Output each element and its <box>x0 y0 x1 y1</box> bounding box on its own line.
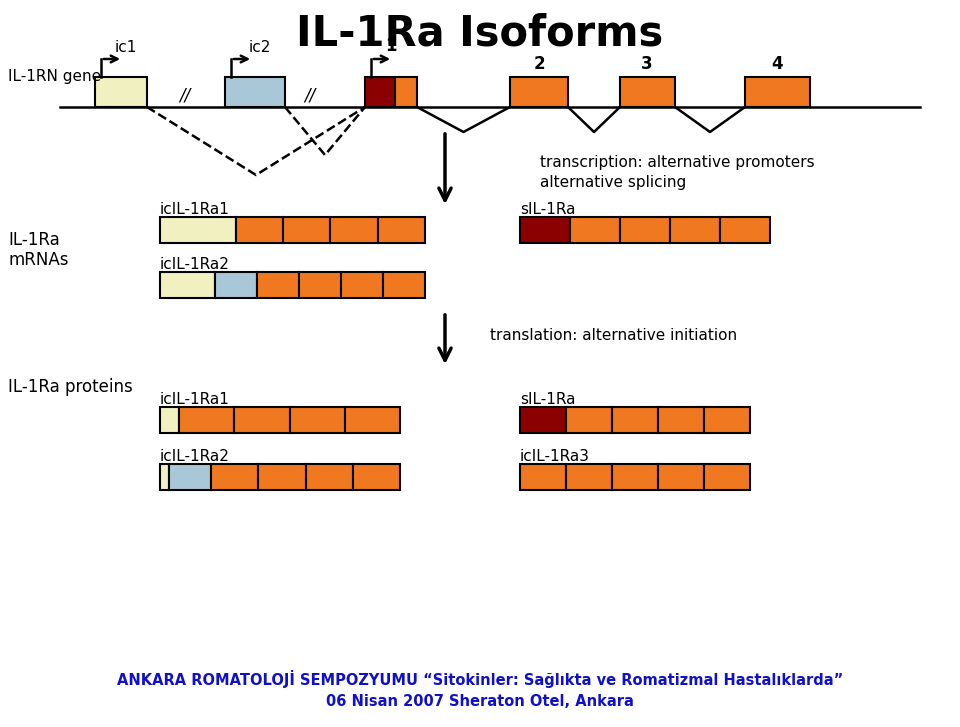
Bar <box>520 464 566 490</box>
Bar <box>256 272 299 298</box>
Bar <box>299 272 341 298</box>
Bar <box>215 272 256 298</box>
Bar <box>341 272 383 298</box>
Bar <box>377 217 425 243</box>
Bar <box>720 217 770 243</box>
Text: ANKARA ROMATOLOJİ SEMPOZYUMU “Sitokinler: Sağlıkta ve Romatizmal Hastalıklarda”: ANKARA ROMATOLOJİ SEMPOZYUMU “Sitokinler… <box>117 670 843 688</box>
Text: 2: 2 <box>533 55 545 73</box>
Bar <box>570 217 620 243</box>
Bar <box>365 77 395 107</box>
Bar <box>612 407 658 433</box>
Text: icIL-1Ra1: icIL-1Ra1 <box>160 392 229 407</box>
Bar <box>180 407 234 433</box>
Bar <box>160 464 169 490</box>
Text: translation: alternative initiation: translation: alternative initiation <box>490 327 737 342</box>
Bar <box>95 77 147 107</box>
Bar <box>258 464 305 490</box>
Bar <box>520 407 566 433</box>
Text: icIL-1Ra3: icIL-1Ra3 <box>520 449 590 464</box>
Bar <box>620 77 675 107</box>
Bar <box>330 217 377 243</box>
Text: icIL-1Ra2: icIL-1Ra2 <box>160 449 229 464</box>
Bar <box>236 217 283 243</box>
Bar <box>160 407 180 433</box>
Bar <box>345 407 400 433</box>
Text: //: // <box>180 87 191 105</box>
Bar <box>352 464 400 490</box>
Text: ic1: ic1 <box>115 40 137 55</box>
Text: 1: 1 <box>385 37 396 55</box>
Text: IL-1Ra proteins: IL-1Ra proteins <box>8 378 132 396</box>
Bar <box>520 217 570 243</box>
Text: IL-1Ra Isoforms: IL-1Ra Isoforms <box>297 12 663 54</box>
Bar <box>620 217 670 243</box>
Bar <box>566 464 612 490</box>
Bar <box>160 272 215 298</box>
Bar <box>658 407 704 433</box>
Bar <box>745 77 810 107</box>
Text: 4: 4 <box>771 55 782 73</box>
Text: alternative splicing: alternative splicing <box>540 175 686 190</box>
Text: //: // <box>304 87 316 105</box>
Bar <box>612 464 658 490</box>
Text: 3: 3 <box>641 55 653 73</box>
Text: IL-1RN gene: IL-1RN gene <box>8 70 101 84</box>
Text: ic2: ic2 <box>249 40 271 55</box>
Bar <box>290 407 345 433</box>
Text: 06 Nisan 2007 Sheraton Otel, Ankara: 06 Nisan 2007 Sheraton Otel, Ankara <box>326 694 634 709</box>
Bar <box>234 407 290 433</box>
Text: icIL-1Ra1: icIL-1Ra1 <box>160 202 229 217</box>
Text: IL-1Ra: IL-1Ra <box>8 231 60 249</box>
Bar <box>566 407 612 433</box>
Bar <box>510 77 568 107</box>
Bar <box>305 464 352 490</box>
Text: mRNAs: mRNAs <box>8 251 68 269</box>
Bar <box>211 464 258 490</box>
Bar <box>670 217 720 243</box>
Bar <box>704 407 750 433</box>
Bar <box>704 464 750 490</box>
Text: sIL-1Ra: sIL-1Ra <box>520 392 575 407</box>
Bar <box>169 464 211 490</box>
Bar <box>283 217 330 243</box>
Bar <box>383 272 425 298</box>
Bar <box>658 464 704 490</box>
Bar <box>395 77 417 107</box>
Bar <box>225 77 285 107</box>
Text: transcription: alternative promoters: transcription: alternative promoters <box>540 156 815 171</box>
Text: icIL-1Ra2: icIL-1Ra2 <box>160 257 229 272</box>
Text: sIL-1Ra: sIL-1Ra <box>520 202 575 217</box>
Bar <box>160 217 236 243</box>
